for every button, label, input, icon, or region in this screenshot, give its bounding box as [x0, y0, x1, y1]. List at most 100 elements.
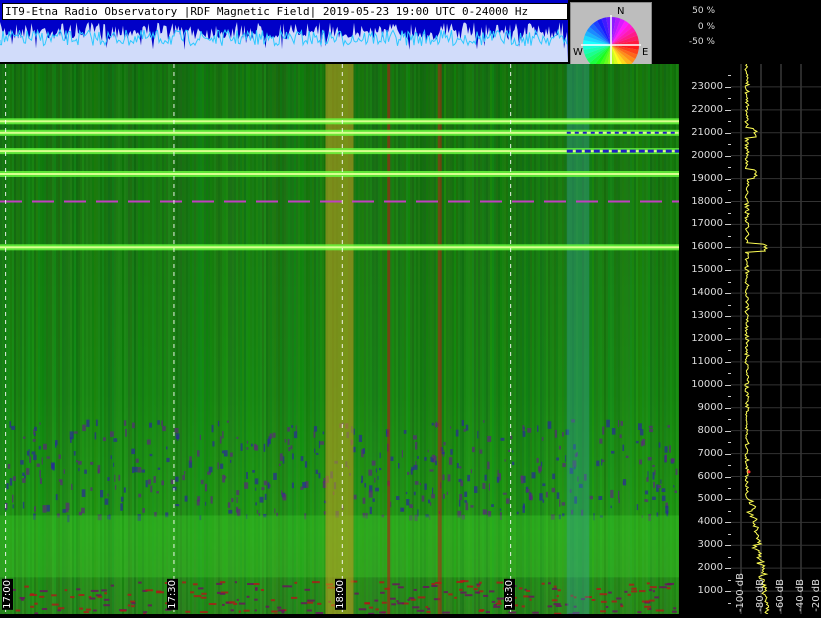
lowfreq-noise	[528, 596, 534, 598]
lowfreq-noise	[247, 583, 254, 585]
noise-speck	[211, 496, 213, 503]
noise-speck	[222, 431, 224, 438]
chart-title: IT9-Etna Radio Observatory |RDF Magnetic…	[2, 3, 568, 20]
noise-speck	[354, 429, 355, 435]
noise-speck	[363, 498, 366, 504]
noise-speck	[323, 432, 325, 435]
noise-speck	[649, 426, 653, 429]
noise-speck	[610, 490, 613, 498]
noise-speck	[22, 473, 25, 476]
noise-speck	[110, 431, 114, 437]
noise-speck	[500, 509, 501, 511]
noise-speck	[658, 485, 662, 488]
noise-speck	[626, 456, 629, 458]
noise-speck	[602, 460, 605, 462]
noise-speck	[37, 464, 40, 467]
lowfreq-noise	[606, 606, 609, 608]
noise-speck	[470, 505, 473, 508]
lowfreq-noise	[548, 605, 553, 607]
noise-speck	[228, 510, 232, 514]
noise-speck	[390, 502, 391, 507]
lowfreq-noise	[397, 602, 404, 604]
lowfreq-noise	[426, 606, 429, 608]
lowfreq-noise	[229, 601, 235, 603]
noise-speck	[472, 447, 475, 452]
noise-speck	[653, 482, 655, 488]
lowfreq-noise	[554, 586, 557, 588]
lowfreq-noise	[465, 594, 473, 596]
noise-speck	[645, 491, 648, 495]
noise-speck	[354, 495, 357, 500]
noise-speck	[464, 429, 467, 432]
noise-speck	[236, 507, 238, 513]
noise-speck	[156, 491, 159, 493]
noise-speck	[13, 476, 16, 481]
noise-speck	[124, 420, 126, 426]
lowfreq-noise	[42, 608, 47, 610]
noise-speck	[47, 505, 50, 512]
noise-speck	[230, 453, 233, 457]
time-tick-label: 17:00	[2, 579, 13, 610]
noise-speck	[623, 479, 626, 485]
noise-speck	[380, 453, 381, 459]
noise-speck	[209, 467, 213, 473]
lowfreq-noise	[138, 582, 142, 584]
lowfreq-noise	[673, 607, 676, 609]
noise-speck	[314, 449, 315, 453]
noise-speck	[257, 510, 258, 514]
noise-speck	[557, 492, 560, 499]
lowfreq-noise	[637, 611, 641, 613]
lowfreq-noise	[30, 594, 37, 596]
noise-speck	[459, 500, 461, 507]
noise-speck	[559, 446, 561, 450]
noise-speck	[6, 483, 8, 489]
lowfreq-noise	[120, 610, 126, 612]
lowfreq-noise	[190, 591, 194, 593]
noise-speck	[42, 457, 43, 464]
lowfreq-noise	[128, 594, 132, 596]
noise-speck	[552, 474, 555, 480]
noise-speck	[23, 437, 26, 439]
lowfreq-noise	[271, 611, 277, 613]
noise-speck	[485, 475, 487, 481]
event-band-cyan	[567, 64, 589, 614]
noise-speck	[552, 488, 555, 493]
lowfreq-noise	[51, 594, 57, 596]
noise-speck	[90, 487, 92, 491]
noise-speck	[370, 507, 372, 514]
noise-speck	[652, 465, 654, 467]
lowfreq-noise	[193, 583, 198, 585]
lowfreq-noise	[201, 593, 206, 595]
lowfreq-noise	[231, 609, 234, 611]
noise-speck	[443, 494, 445, 499]
noise-speck	[294, 431, 297, 438]
noise-speck	[175, 504, 179, 506]
noise-speck	[526, 489, 530, 492]
lowfreq-noise	[156, 591, 161, 593]
noise-speck	[415, 481, 419, 485]
noise-speck	[621, 421, 624, 426]
noise-speck	[255, 502, 257, 505]
lowfreq-noise	[111, 585, 114, 587]
freq-tick-label: 17000	[691, 218, 723, 229]
lowfreq-noise	[665, 583, 672, 585]
lowfreq-noise	[672, 611, 677, 613]
noise-speck	[543, 500, 545, 503]
transmitter-line-core	[0, 246, 679, 248]
lowfreq-noise	[558, 589, 561, 591]
noise-speck	[177, 435, 179, 440]
lowfreq-noise	[237, 599, 239, 601]
lowfreq-noise	[280, 610, 284, 612]
transmitter-line-core	[0, 120, 679, 122]
noise-speck	[652, 497, 656, 500]
noise-speck	[175, 477, 178, 482]
lowfreq-noise	[89, 598, 95, 600]
lowfreq-noise	[426, 611, 430, 613]
noise-speck	[29, 449, 30, 456]
freq-tick-label: 7000	[698, 448, 723, 459]
noise-speck	[430, 457, 432, 462]
noise-speck	[523, 504, 525, 509]
lowfreq-noise	[654, 596, 659, 598]
freq-tick-label: 21000	[691, 127, 723, 138]
noise-speck	[662, 496, 666, 502]
